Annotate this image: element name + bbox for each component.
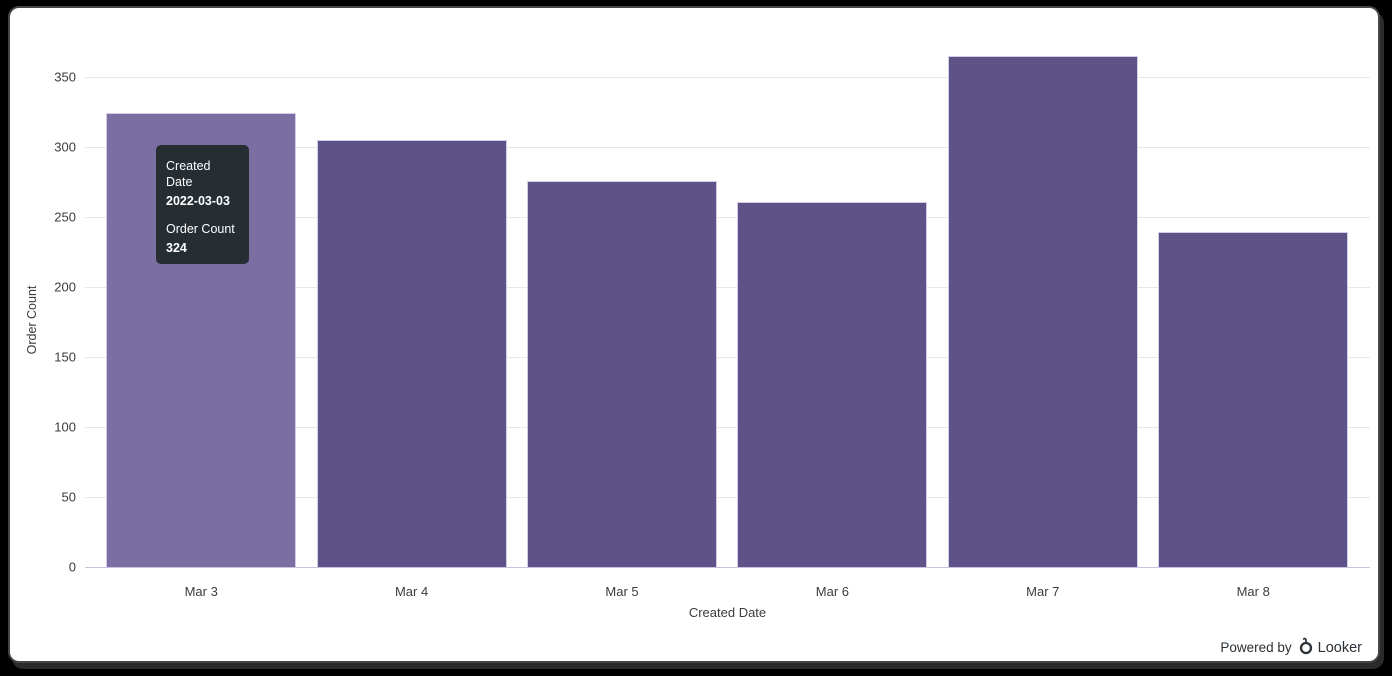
y-axis-title: Order Count xyxy=(25,285,39,355)
powered-by-looker[interactable]: Powered by Looker xyxy=(1220,637,1362,658)
looker-brand-text: Looker xyxy=(1317,639,1362,656)
tooltip: Created Date 2022-03-03 Order Count 324 xyxy=(156,145,249,264)
gridline xyxy=(85,287,1370,288)
gridline xyxy=(85,357,1370,358)
tooltip-dimension: Created Date 2022-03-03 xyxy=(166,158,239,209)
x-tick-label: Mar 7 xyxy=(1026,584,1060,599)
tooltip-dimension-label: Created Date xyxy=(166,159,211,189)
y-tick-label: 200 xyxy=(54,279,76,295)
x-tick-label: Mar 5 xyxy=(605,584,639,599)
tooltip-measure-label: Order Count xyxy=(166,222,235,236)
chart-bar-mar-7[interactable] xyxy=(947,56,1138,567)
y-tick-label: 0 xyxy=(68,559,76,575)
y-tick-label: 300 xyxy=(54,139,76,155)
powered-by-text: Powered by xyxy=(1220,640,1292,655)
y-tick-label: 150 xyxy=(54,349,76,365)
tooltip-dimension-value: 2022-03-03 xyxy=(166,194,230,208)
chart-bar-mar-4[interactable] xyxy=(316,140,507,567)
x-tick-label: Mar 3 xyxy=(184,584,218,599)
gridline xyxy=(85,217,1370,218)
gridline xyxy=(85,427,1370,428)
y-tick-label: 250 xyxy=(54,209,76,225)
x-tick-label: Mar 6 xyxy=(815,584,850,599)
x-axis-title: Created Date xyxy=(688,605,767,620)
chart-bar-mar-8[interactable] xyxy=(1158,232,1349,567)
x-axis-line xyxy=(85,567,1370,568)
tooltip-measure: Order Count 324 xyxy=(166,221,239,256)
gridline xyxy=(85,497,1370,498)
bar-chart: 0 50 100 150 200 250 300 350 Mar 3 Mar 4 Mar 5 Mar… xyxy=(10,8,1378,661)
y-tick-label: 100 xyxy=(54,419,76,435)
chart-card: 0 50 100 150 200 250 300 350 Mar 3 Mar 4 Mar 5 Mar… xyxy=(10,8,1378,661)
x-tick-label: Mar 4 xyxy=(394,584,429,599)
chart-bar-mar-6[interactable] xyxy=(737,201,928,567)
gridline xyxy=(85,77,1370,78)
y-tick-label: 50 xyxy=(61,489,76,505)
y-tick-label: 350 xyxy=(54,69,76,85)
gridline xyxy=(85,147,1370,148)
tooltip-measure-value: 324 xyxy=(166,241,187,255)
x-tick-label: Mar 8 xyxy=(1236,584,1270,599)
looker-logo-icon xyxy=(1299,637,1313,658)
chart-bar-mar-5[interactable] xyxy=(527,180,717,567)
